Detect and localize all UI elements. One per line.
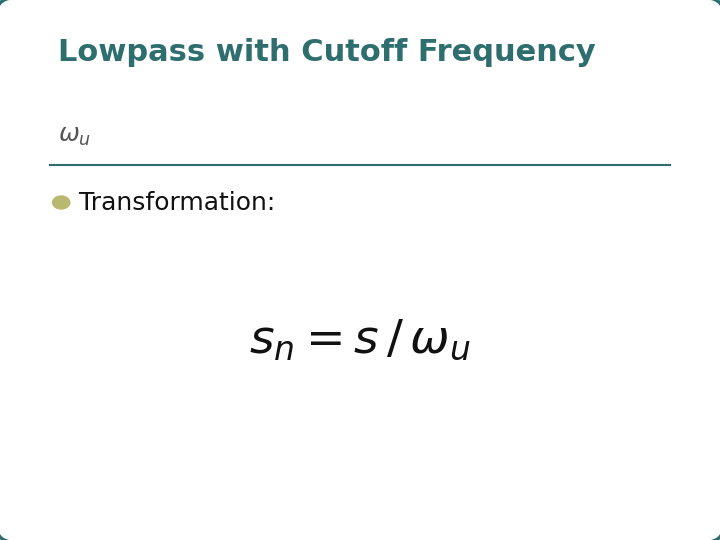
Text: Lowpass with Cutoff Frequency: Lowpass with Cutoff Frequency bbox=[58, 38, 595, 67]
Text: $\omega_u$: $\omega_u$ bbox=[58, 124, 91, 148]
Circle shape bbox=[53, 196, 70, 209]
Text: Transformation:: Transformation: bbox=[79, 191, 276, 214]
Text: $s_n = s\,/\,\omega_u$: $s_n = s\,/\,\omega_u$ bbox=[249, 318, 471, 363]
